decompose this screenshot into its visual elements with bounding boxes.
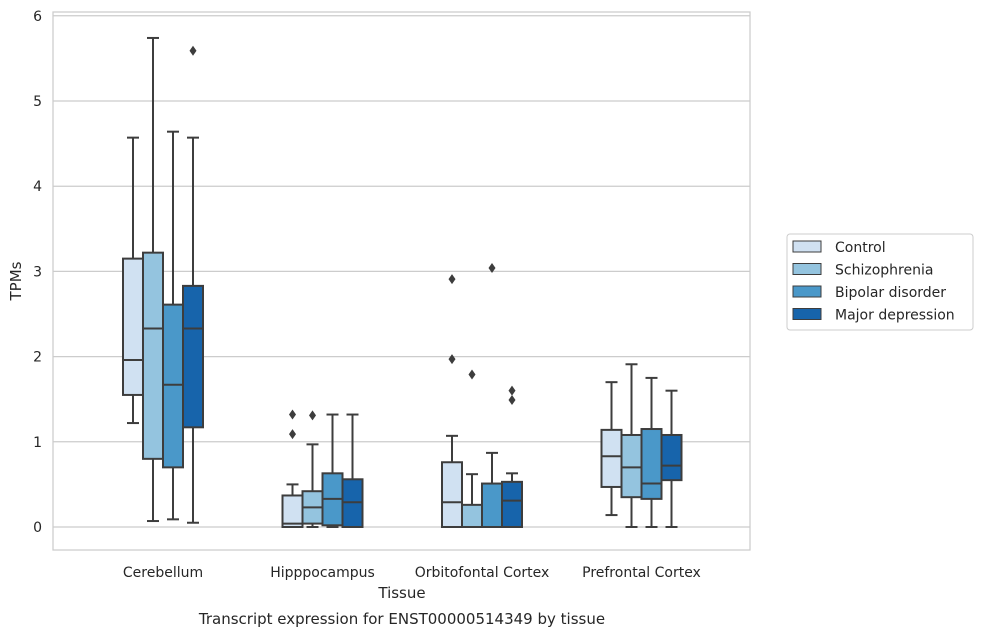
y-tick-label: 3 <box>33 264 42 280</box>
box-group <box>162 130 184 521</box>
box <box>441 461 463 528</box>
box-group <box>341 413 364 528</box>
box-group <box>321 413 344 528</box>
y-tick-label: 1 <box>33 435 42 451</box>
outlier-point <box>189 45 197 56</box>
y-tick-label: 2 <box>33 350 42 366</box>
box <box>142 251 164 460</box>
y-axis-title: TPMs <box>7 261 25 301</box>
outlier-point <box>508 385 516 396</box>
y-tick-labels: 0 1 2 3 4 5 6 <box>33 9 42 536</box>
x-tick-label: Orbitofontal Cortex <box>415 565 550 581</box>
box <box>481 482 503 529</box>
box-group <box>461 369 483 528</box>
boxes <box>122 36 683 529</box>
box-group <box>182 45 204 524</box>
box <box>122 257 144 396</box>
box-group <box>640 376 663 528</box>
box <box>182 284 204 429</box>
legend-label: Schizophrenia <box>835 263 933 279</box>
legend: Control Schizophrenia Bipolar disorder Majo… <box>786 233 974 331</box>
box <box>640 428 663 500</box>
x-tick-labels: Cerebellum Hipppocampus Orbitofontal Corte… <box>123 565 701 581</box>
box-group <box>122 136 144 425</box>
box <box>660 433 683 482</box>
outlier-point <box>289 429 296 440</box>
legend-label: Control <box>835 240 886 256</box>
outlier-point <box>448 354 456 365</box>
box-group <box>660 389 683 528</box>
box-group <box>281 409 304 529</box>
box-group <box>501 385 523 528</box>
outlier-point <box>488 262 496 273</box>
legend-label: Bipolar disorder <box>835 285 946 301</box>
outlier-point <box>289 409 296 420</box>
plot-area-frame <box>52 11 751 551</box>
box-group <box>620 363 643 528</box>
y-tick-label: 0 <box>33 520 42 536</box>
box <box>461 503 483 528</box>
legend-swatch <box>792 308 822 320</box>
box-group <box>142 36 164 523</box>
legend-swatch <box>792 263 822 275</box>
legend-label: Major depression <box>835 308 955 324</box>
box <box>281 494 304 529</box>
x-tick-label: Prefrontal Cortex <box>582 565 701 581</box>
box <box>162 303 184 469</box>
box-group <box>600 381 623 517</box>
box <box>620 433 643 499</box>
box <box>600 428 623 488</box>
outlier-point <box>508 395 516 406</box>
outlier-point <box>468 369 476 380</box>
x-tick-label: Cerebellum <box>123 565 203 581</box>
box <box>501 480 523 528</box>
outlier-point <box>448 274 456 285</box>
y-tick-label: 6 <box>33 9 42 25</box>
y-tick-label: 4 <box>33 179 42 195</box>
legend-frame <box>786 233 974 331</box>
x-axis-title: Tissue <box>377 584 425 602</box>
outlier-point <box>309 410 316 421</box>
box-group <box>301 410 324 528</box>
legend-swatch <box>792 240 822 253</box>
box-group <box>481 262 503 529</box>
chart-caption: Transcript expression for ENST0000051434… <box>198 610 605 628</box>
y-tick-label: 5 <box>33 94 42 110</box>
box-group <box>441 274 463 528</box>
legend-swatch <box>792 285 822 298</box>
x-tick-label: Hipppocampus <box>270 565 375 581</box>
